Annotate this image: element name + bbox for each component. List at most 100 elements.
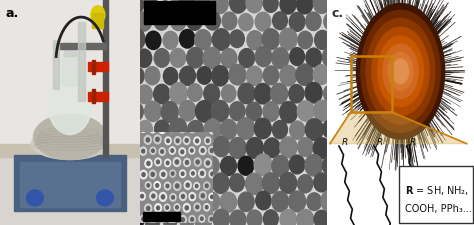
Ellipse shape [170, 49, 186, 68]
Ellipse shape [159, 171, 180, 196]
Ellipse shape [321, 119, 339, 140]
Ellipse shape [189, 193, 196, 201]
Ellipse shape [180, 170, 186, 178]
Ellipse shape [201, 194, 204, 198]
Ellipse shape [331, 210, 347, 225]
Ellipse shape [361, 11, 440, 133]
Ellipse shape [205, 184, 208, 188]
Ellipse shape [97, 190, 113, 206]
Ellipse shape [142, 217, 145, 221]
Ellipse shape [201, 172, 204, 176]
Ellipse shape [270, 154, 291, 179]
Ellipse shape [160, 135, 180, 159]
Ellipse shape [164, 160, 171, 167]
Ellipse shape [298, 175, 313, 193]
Ellipse shape [196, 0, 211, 14]
Ellipse shape [220, 192, 237, 212]
Ellipse shape [269, 82, 290, 106]
Ellipse shape [176, 206, 178, 209]
Ellipse shape [142, 173, 145, 177]
Ellipse shape [171, 149, 173, 153]
Ellipse shape [204, 159, 211, 168]
Ellipse shape [321, 190, 339, 212]
Ellipse shape [170, 156, 185, 174]
Ellipse shape [152, 154, 170, 176]
Ellipse shape [34, 115, 106, 160]
Ellipse shape [338, 84, 356, 105]
Ellipse shape [383, 45, 418, 99]
Ellipse shape [238, 157, 254, 176]
Ellipse shape [152, 149, 154, 153]
Ellipse shape [271, 11, 289, 32]
Text: 50 nm: 50 nm [156, 0, 200, 12]
Ellipse shape [172, 172, 174, 176]
Ellipse shape [196, 140, 199, 143]
Ellipse shape [194, 183, 200, 190]
Ellipse shape [211, 128, 214, 132]
Ellipse shape [191, 149, 193, 153]
Ellipse shape [173, 182, 181, 191]
Ellipse shape [209, 126, 216, 134]
Ellipse shape [205, 206, 208, 209]
Ellipse shape [237, 155, 255, 177]
Ellipse shape [199, 192, 206, 200]
Ellipse shape [154, 135, 161, 144]
Ellipse shape [160, 170, 167, 179]
Ellipse shape [194, 137, 201, 145]
Ellipse shape [278, 171, 299, 196]
Ellipse shape [230, 0, 246, 14]
Ellipse shape [339, 156, 356, 176]
Ellipse shape [134, 224, 155, 225]
Ellipse shape [277, 27, 299, 53]
Ellipse shape [211, 0, 228, 15]
Ellipse shape [372, 28, 429, 116]
Ellipse shape [159, 193, 166, 201]
Ellipse shape [153, 12, 170, 33]
Ellipse shape [161, 102, 178, 123]
Ellipse shape [144, 30, 163, 52]
Ellipse shape [145, 204, 152, 213]
Ellipse shape [238, 192, 254, 212]
Ellipse shape [214, 159, 221, 167]
Ellipse shape [189, 147, 195, 154]
Ellipse shape [189, 126, 195, 133]
Ellipse shape [159, 148, 165, 156]
Ellipse shape [134, 152, 155, 178]
Ellipse shape [254, 154, 272, 176]
Ellipse shape [204, 85, 219, 104]
Ellipse shape [204, 182, 210, 190]
Ellipse shape [204, 157, 219, 175]
Ellipse shape [153, 119, 171, 140]
Ellipse shape [228, 0, 248, 16]
Ellipse shape [213, 209, 229, 225]
Ellipse shape [154, 85, 170, 104]
Ellipse shape [321, 46, 340, 70]
Ellipse shape [182, 172, 184, 176]
Ellipse shape [289, 14, 305, 32]
Ellipse shape [161, 209, 179, 225]
Ellipse shape [228, 172, 246, 194]
Ellipse shape [194, 203, 201, 211]
Ellipse shape [144, 137, 163, 159]
Ellipse shape [237, 190, 256, 214]
Ellipse shape [378, 37, 423, 107]
Ellipse shape [190, 170, 196, 177]
Ellipse shape [228, 63, 247, 88]
Ellipse shape [169, 154, 187, 176]
Ellipse shape [297, 101, 314, 122]
Ellipse shape [228, 208, 247, 225]
Ellipse shape [169, 11, 188, 33]
Ellipse shape [196, 66, 213, 87]
Ellipse shape [181, 127, 184, 131]
Ellipse shape [246, 67, 262, 86]
Ellipse shape [211, 101, 229, 122]
Ellipse shape [196, 160, 199, 164]
Ellipse shape [172, 196, 174, 199]
Ellipse shape [162, 30, 180, 52]
Ellipse shape [252, 152, 274, 178]
Ellipse shape [313, 29, 332, 52]
Ellipse shape [201, 149, 204, 153]
Ellipse shape [194, 0, 212, 16]
Ellipse shape [246, 30, 264, 52]
Ellipse shape [196, 205, 199, 209]
